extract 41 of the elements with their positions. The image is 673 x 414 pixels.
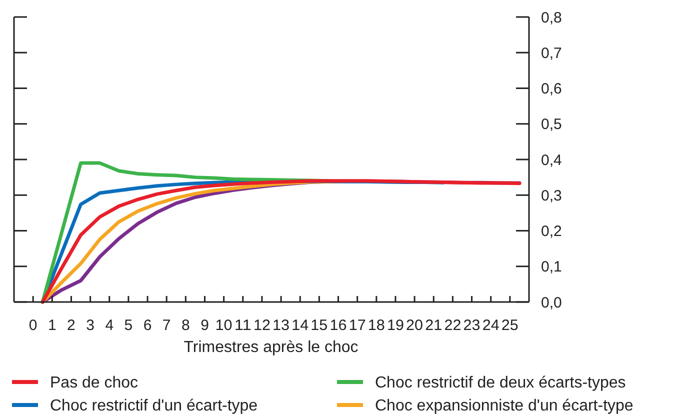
y-tick-label: 0,7 <box>541 44 562 62</box>
x-tick-label: 8 <box>181 317 190 334</box>
y-tick-label: 0,4 <box>541 152 562 169</box>
y-tick-label: 0,5 <box>541 116 562 134</box>
x-tick-label: 1 <box>48 317 56 334</box>
x-tick-label: 11 <box>234 317 252 334</box>
x-tick-label: 22 <box>444 317 462 334</box>
y-tick-label: 0,3 <box>541 187 562 204</box>
y-tick-label: 0,6 <box>541 80 562 98</box>
line-series <box>40 179 522 304</box>
x-tick-label: 17 <box>348 317 366 334</box>
x-tick-label: 21 <box>425 317 442 334</box>
y-tick-label: 0,8 <box>541 9 562 26</box>
x-tick-label: 25 <box>501 317 518 334</box>
legend-label: Choc restrictif de deux écarts-types <box>375 374 626 392</box>
x-tick-label: 20 <box>406 317 424 334</box>
x-tick-label: 15 <box>310 317 328 334</box>
x-tick-label: 16 <box>330 317 347 334</box>
x-tick-label: 9 <box>200 317 209 334</box>
x-tick-label: 2 <box>67 317 76 334</box>
y-tick-label: 0,0 <box>541 294 562 312</box>
x-tick-label: 18 <box>368 317 385 334</box>
x-tick-label: 3 <box>86 317 94 334</box>
x-tick-label: 14 <box>292 317 309 334</box>
x-tick-label: 23 <box>463 317 480 334</box>
legend-label: Pas de choc <box>50 374 138 392</box>
x-tick-label: 5 <box>124 317 133 334</box>
x-tick-label: 12 <box>253 317 270 334</box>
x-tick-label: 4 <box>105 317 114 334</box>
y-tick-label: 0,1 <box>541 258 562 276</box>
y-tick-label: 0,2 <box>541 223 562 240</box>
legend-label: Choc restrictif d'un écart-type <box>50 398 258 414</box>
x-tick-label: 6 <box>143 317 152 334</box>
x-tick-label: 13 <box>272 317 290 334</box>
x-tick-label: 19 <box>386 317 404 334</box>
x-tick-label: 10 <box>215 317 232 334</box>
x-tick-label: 7 <box>162 317 171 334</box>
x-tick-label: 24 <box>482 317 500 334</box>
x-tick-label: 0 <box>28 317 38 334</box>
x-axis-title: Trimestres après le choc <box>184 339 358 356</box>
legend-label: Choc expansionniste d'un écart-type <box>375 398 634 414</box>
